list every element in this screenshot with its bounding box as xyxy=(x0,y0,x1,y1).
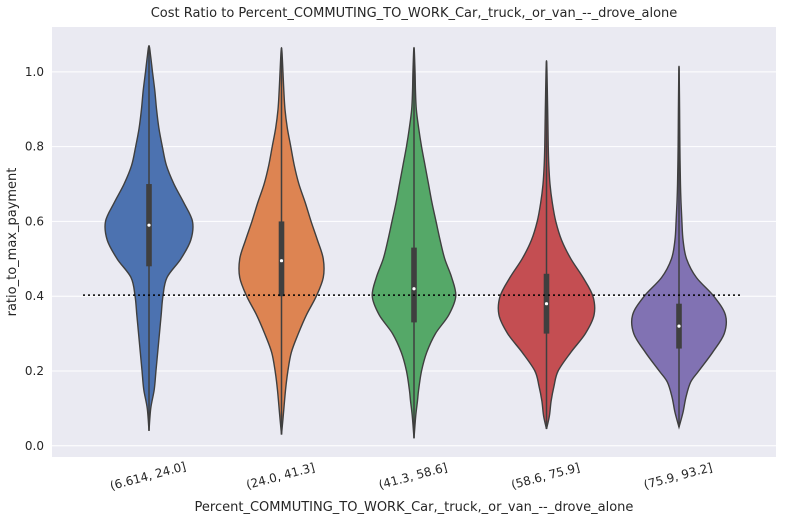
violins xyxy=(104,44,728,439)
y-tick-label: 0.8 xyxy=(25,140,44,154)
x-tick-label: (58.6, 75.9] xyxy=(510,460,582,492)
violin-4 xyxy=(497,59,596,430)
y-tick-label: 1.0 xyxy=(25,65,44,79)
x-tick-label: (24.0, 41.3] xyxy=(245,460,317,492)
x-tick-label: (41.3, 58.6] xyxy=(377,460,449,492)
y-tick-label: 0.6 xyxy=(25,214,44,228)
violin-iqr-box xyxy=(278,221,285,297)
violin-iqr-box xyxy=(411,247,417,323)
violin-median-dot xyxy=(279,259,284,263)
y-tick-label: 0.2 xyxy=(25,364,44,378)
violin-3 xyxy=(371,46,457,439)
violin-2 xyxy=(238,46,325,435)
x-tick-labels: (6.614, 24.0] (24.0, 41.3] (41.3, 58.6] (58… xyxy=(108,459,713,493)
y-tick-label: 0.0 xyxy=(25,439,44,453)
violin-5 xyxy=(630,65,728,430)
x-tick-label: (6.614, 24.0] xyxy=(108,459,187,493)
y-tick-label: 0.4 xyxy=(25,289,44,303)
violin-median-dot xyxy=(147,223,151,227)
x-axis-label: Percent_COMMUTING_TO_WORK_Car,_truck,_or… xyxy=(195,500,634,515)
violin-median-dot xyxy=(544,302,549,306)
y-tick-labels: 0.0 0.2 0.4 0.6 0.8 1.0 xyxy=(25,65,44,453)
x-tick-label: (75.9, 93.2] xyxy=(642,460,714,492)
y-axis-label: ratio_to_max_payment xyxy=(5,168,20,317)
chart-title: Cost Ratio to Percent_COMMUTING_TO_WORK_… xyxy=(151,6,678,21)
violin-median-dot xyxy=(412,287,416,291)
violin-1 xyxy=(104,44,194,431)
violin-median-dot xyxy=(677,324,681,328)
